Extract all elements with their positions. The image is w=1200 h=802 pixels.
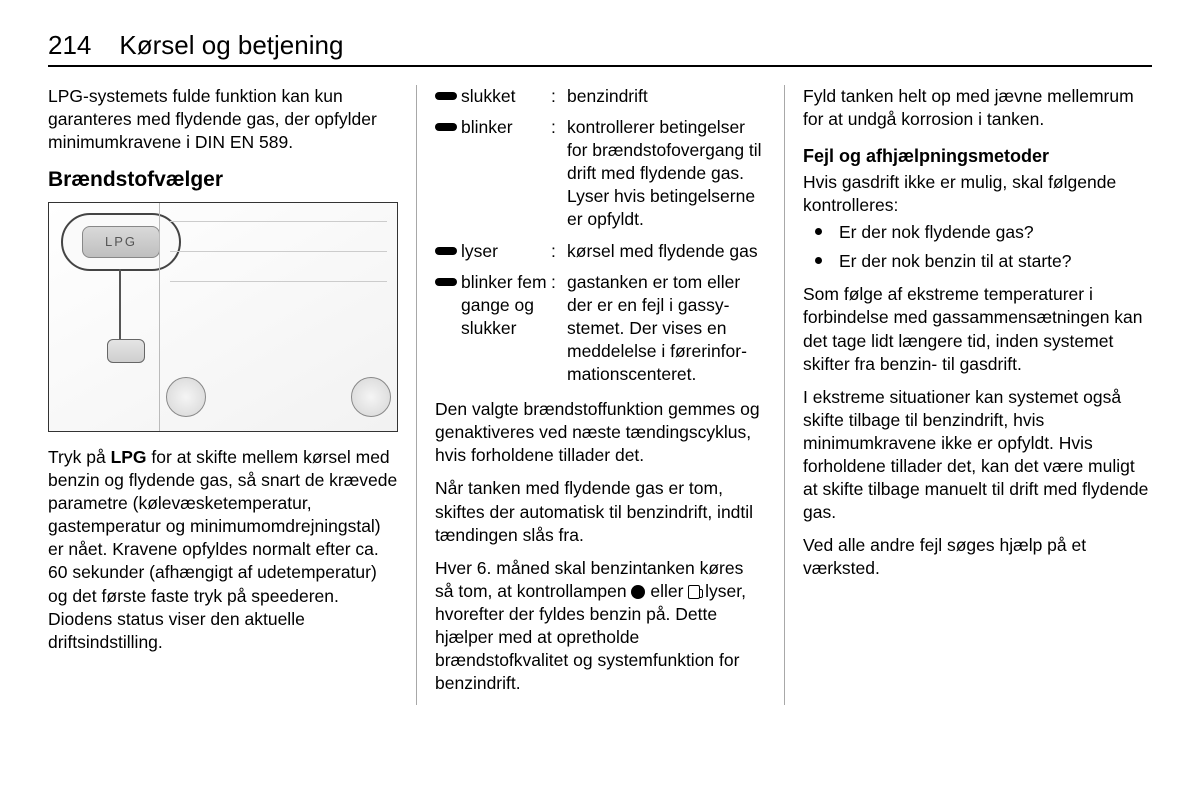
colon: :: [551, 85, 563, 108]
intro-paragraph: LPG-systemets fulde funktion kan kun gar…: [48, 85, 398, 154]
page-title: Kørsel og betjening: [119, 30, 343, 61]
fuel-selector-heading: Brændstofvælger: [48, 166, 398, 194]
extreme-paragraph: I ekstreme situationer kan systemet også…: [803, 386, 1152, 525]
dashboard-illustration: LPG: [48, 202, 398, 432]
colon: :: [551, 240, 563, 263]
page-header: 214 Kørsel og betjening: [48, 30, 1152, 67]
status-label: lyser: [461, 240, 547, 263]
console-line: [170, 281, 387, 297]
center-console: [159, 203, 397, 431]
warning-lamp-icon: [631, 585, 645, 599]
fuel-pump-icon: [688, 585, 700, 599]
lpg-button-icon: LPG: [82, 226, 160, 258]
colon: :: [551, 116, 563, 231]
status-description: gastanken er tom eller der er en fejl i …: [567, 271, 766, 386]
manual-page: 214 Kørsel og betjening LPG-systemets fu…: [0, 0, 1200, 735]
column-3: Fyld tanken helt op med jævne mel­lemrum…: [784, 85, 1152, 705]
led-indicator-icon: [435, 247, 457, 255]
console-line: [170, 221, 387, 237]
console-line: [170, 251, 387, 267]
column-1: LPG-systemets fulde funktion kan kun gar…: [48, 85, 416, 705]
auto-switch-paragraph: Når tanken med flydende gas er tom, skif…: [435, 477, 766, 546]
led-indicator-icon: [435, 123, 457, 131]
status-description: kørsel med flydende gas: [567, 240, 766, 263]
rotary-knob: [166, 377, 206, 417]
status-label: slukket: [461, 85, 547, 108]
check-list: Er der nok flydende gas? Er der nok benz…: [811, 221, 1152, 273]
workshop-paragraph: Ved alle andre fejl søges hjælp på et væ…: [803, 534, 1152, 580]
status-label: blinker: [461, 116, 547, 231]
console-lpg-button: [107, 339, 145, 363]
text-pre: Tryk på: [48, 447, 111, 467]
six-month-paragraph: Hver 6. måned skal benzintanken kø­res s…: [435, 557, 766, 696]
check-item: Er der nok flydende gas?: [811, 221, 1152, 244]
faults-heading: Fejl og afhjælpningsmetoder: [803, 145, 1152, 169]
colon: :: [551, 271, 563, 386]
memory-paragraph: Den valgte brændstoffunktion gem­mes og …: [435, 398, 766, 467]
check-item: Er der nok benzin til at starte?: [811, 250, 1152, 273]
rotary-knob: [351, 377, 391, 417]
status-label: blinker fem gange og slukker: [461, 271, 547, 386]
lpg-bold: LPG: [111, 447, 147, 467]
check-intro: Hvis gasdrift ikke er mulig, skal føl­ge…: [803, 171, 1152, 217]
temperature-paragraph: Som følge af ekstreme temperaturer i for…: [803, 283, 1152, 375]
led-indicator-icon: [435, 92, 457, 100]
status-description: benzindrift: [567, 85, 766, 108]
callout-leader-line: [119, 269, 121, 339]
fill-tank-paragraph: Fyld tanken helt op med jævne mel­lemrum…: [803, 85, 1152, 131]
content-columns: LPG-systemets fulde funktion kan kun gar…: [48, 85, 1152, 705]
led-status-table: slukket : benzindrift blinker : kontroll…: [435, 85, 766, 386]
lpg-instruction-paragraph: Tryk på LPG for at skifte mellem kør­sel…: [48, 446, 398, 654]
text-post: for at skifte mellem kør­sel med benzin …: [48, 447, 397, 652]
status-description: kontrollerer betingelser for brændstofov…: [567, 116, 766, 231]
text: eller: [645, 581, 688, 601]
led-indicator-icon: [435, 278, 457, 286]
column-2: slukket : benzindrift blinker : kontroll…: [416, 85, 784, 705]
page-number: 214: [48, 30, 91, 61]
